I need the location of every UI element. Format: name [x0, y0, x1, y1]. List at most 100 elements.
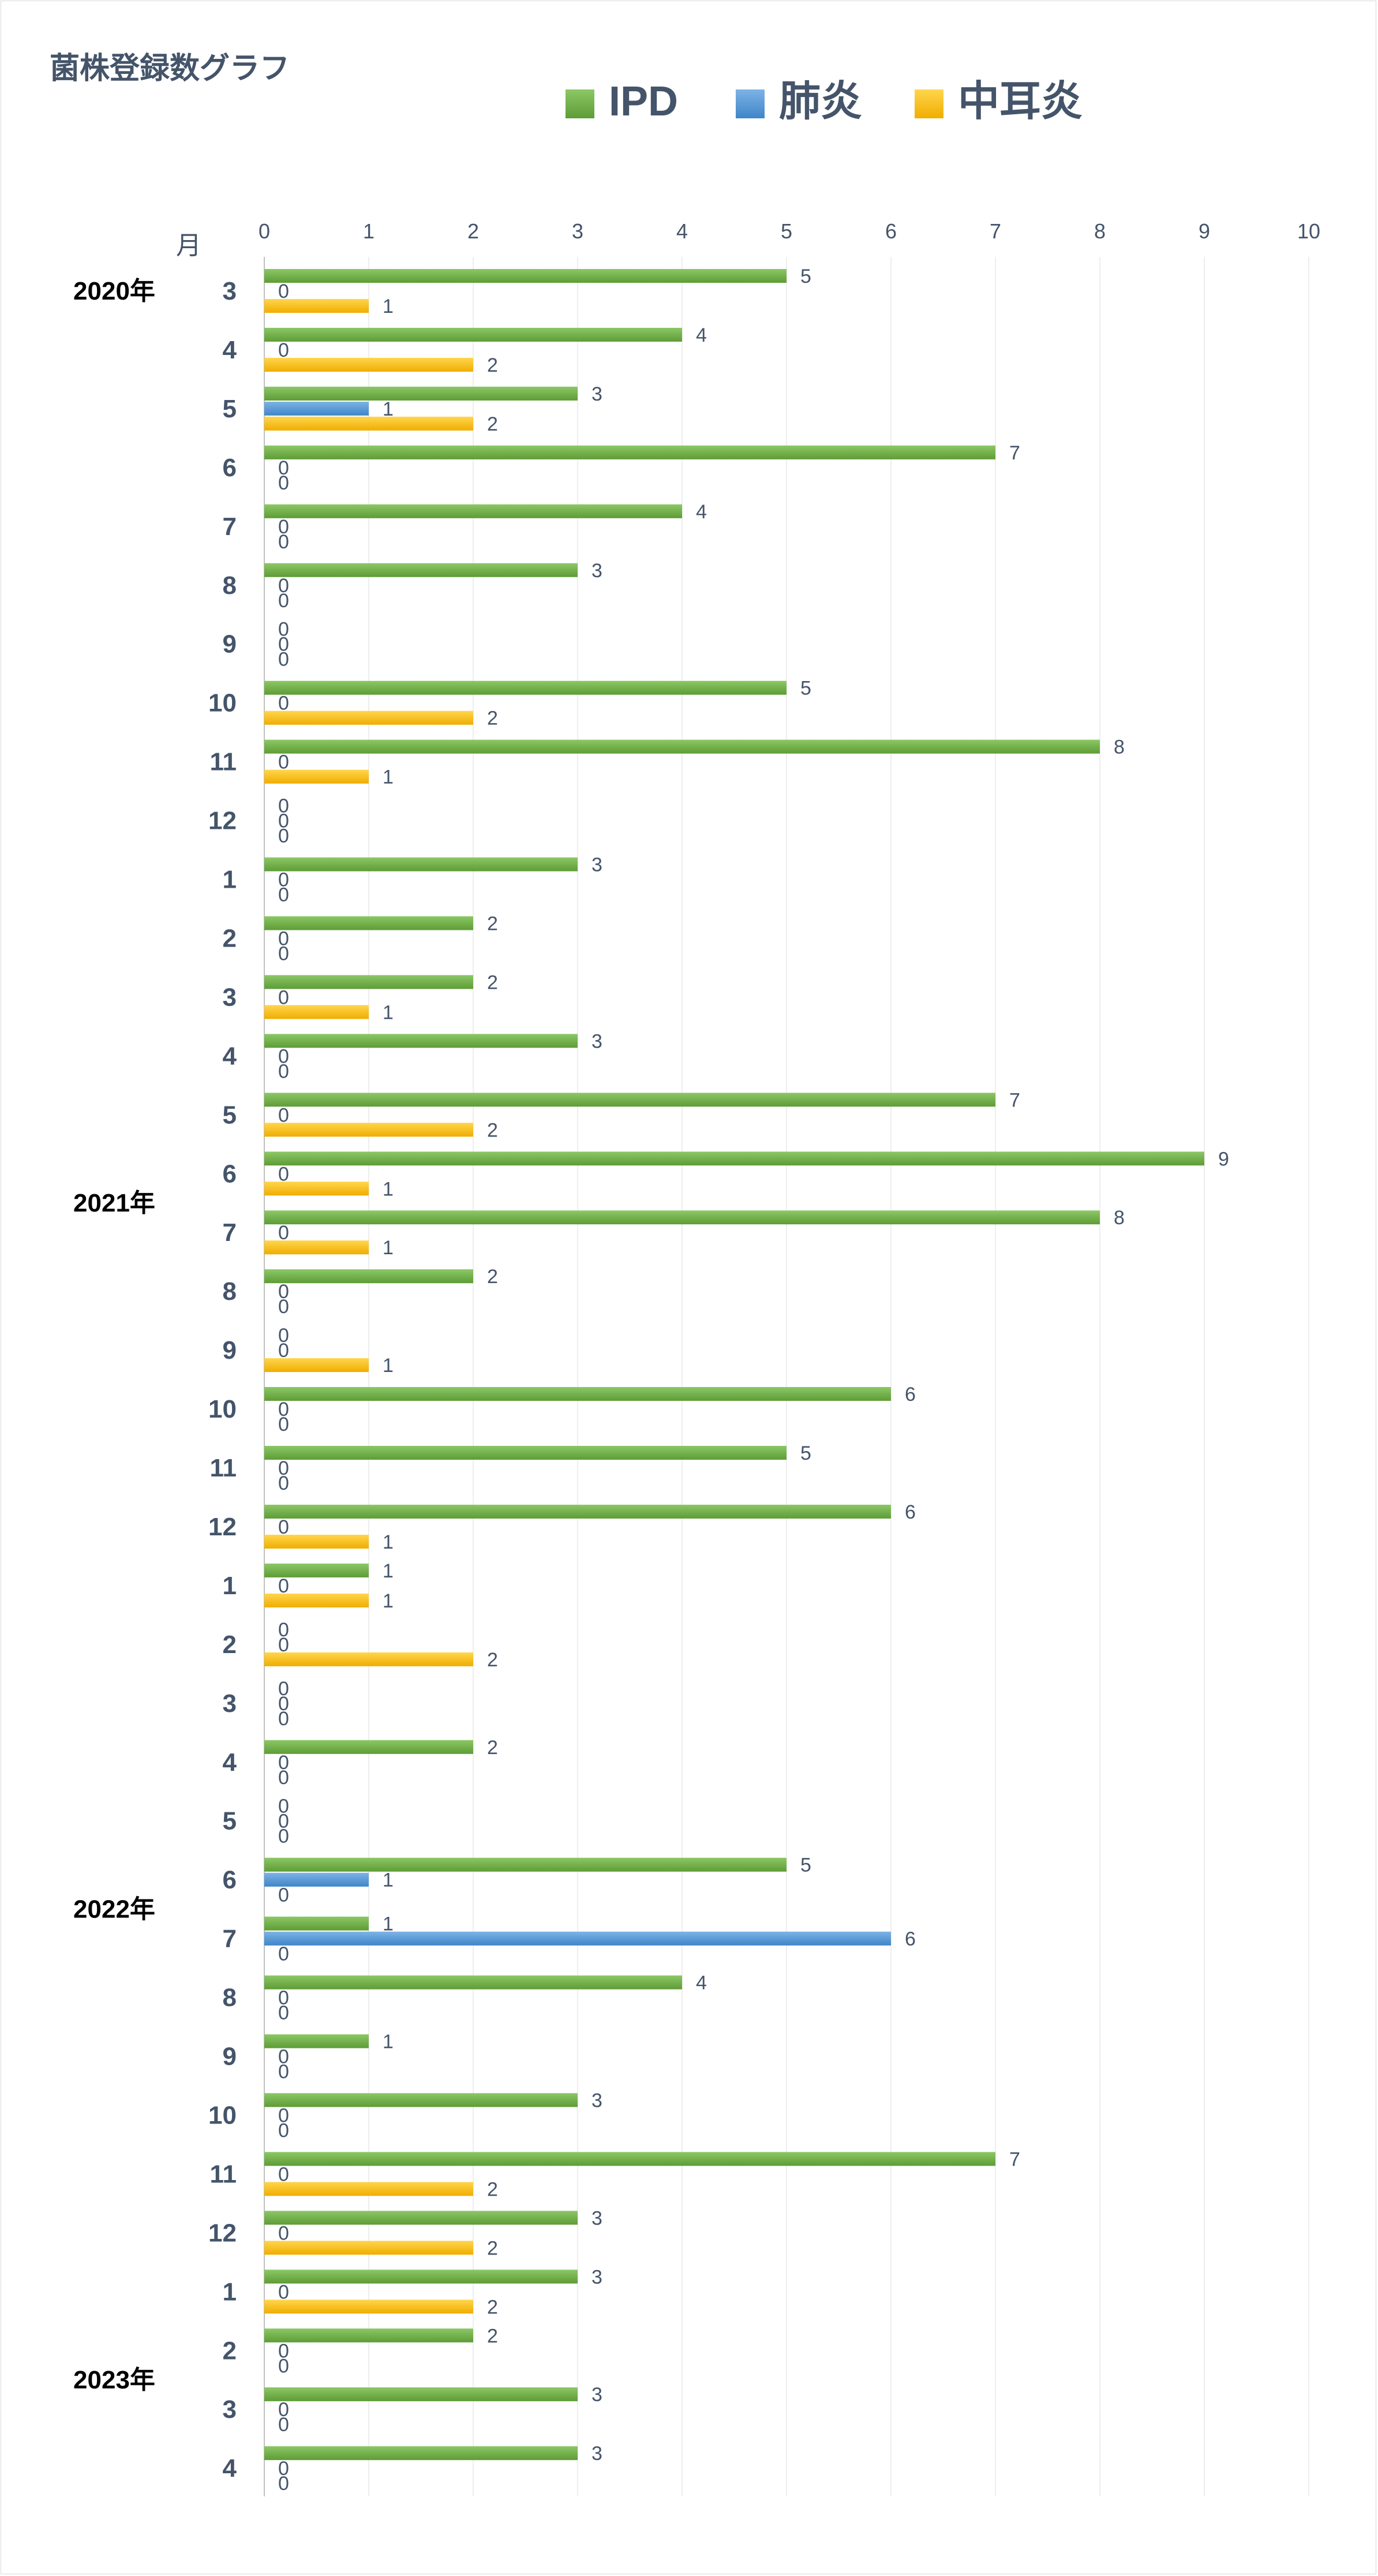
data-label: 0 — [278, 2046, 289, 2068]
data-label: 0 — [278, 2119, 289, 2141]
bar-ipd — [264, 1975, 682, 1990]
data-label: 0 — [278, 2473, 289, 2495]
month-label: 4 — [223, 1748, 237, 1777]
data-label: 0 — [278, 1987, 289, 2009]
data-label: 0 — [278, 1943, 289, 1965]
data-label: 0 — [278, 2281, 289, 2303]
month-label: 12 — [208, 1513, 237, 1541]
x-tick-label: 7 — [990, 219, 1001, 243]
month-label: 2 — [223, 1631, 237, 1659]
data-label: 0 — [278, 472, 289, 494]
bar-ipd — [264, 857, 578, 872]
data-label: 1 — [383, 1178, 394, 1200]
data-label: 0 — [278, 619, 289, 641]
bar-otitis — [264, 711, 473, 725]
month-label: 5 — [223, 1101, 237, 1129]
data-label: 0 — [278, 649, 289, 671]
x-tick-label: 4 — [676, 219, 688, 243]
data-label: 0 — [278, 693, 289, 715]
x-tick-label: 1 — [363, 219, 375, 243]
data-label: 2 — [487, 971, 498, 993]
data-label: 3 — [591, 2207, 602, 2229]
month-label: 5 — [223, 1807, 237, 1835]
data-label: 4 — [696, 501, 707, 523]
data-label: 0 — [278, 2414, 289, 2436]
data-label: 0 — [278, 1752, 289, 1774]
bar-ipd — [264, 327, 682, 342]
data-label: 9 — [1218, 1148, 1229, 1170]
bar-ipd — [264, 1151, 1204, 1166]
legend: IPD 肺炎 中耳炎 — [566, 78, 1083, 125]
data-label: 8 — [1114, 736, 1125, 758]
data-label: 0 — [278, 2340, 289, 2362]
chart-title: 菌株登録数グラフ — [50, 52, 290, 85]
x-tick-label: 8 — [1094, 219, 1106, 243]
month-label: 5 — [223, 395, 237, 423]
data-label: 3 — [591, 2266, 602, 2288]
data-label: 0 — [278, 339, 289, 361]
data-label: 5 — [800, 266, 811, 287]
data-label: 2 — [487, 354, 498, 376]
bar-ipd — [264, 2387, 578, 2402]
x-tick-label: 9 — [1199, 219, 1210, 243]
month-label: 11 — [209, 1454, 237, 1482]
data-label: 1 — [383, 1913, 394, 1935]
x-axis-ticks: 0 1 2 3 4 5 6 7 8 9 10 — [259, 219, 1320, 243]
data-label: 7 — [1009, 2148, 1020, 2170]
data-label: 5 — [800, 1855, 811, 1876]
bar-otitis — [264, 1593, 369, 1607]
bar-ipd — [264, 504, 682, 518]
bar-ipd — [264, 563, 578, 577]
data-label: 0 — [278, 1457, 289, 1479]
month-label: 6 — [223, 1160, 237, 1188]
data-label: 5 — [800, 678, 811, 700]
data-label: 1 — [383, 1560, 394, 1582]
bar-ipd — [264, 2093, 578, 2107]
data-label: 4 — [696, 1972, 707, 1994]
data-label: 7 — [1009, 442, 1020, 464]
bar-ipd — [264, 1740, 473, 1754]
data-label: 0 — [278, 1708, 289, 1730]
x-tick-label: 2 — [467, 219, 479, 243]
data-label: 8 — [1114, 1207, 1125, 1229]
x-tick-label: 6 — [885, 219, 897, 243]
month-label: 4 — [223, 2454, 237, 2482]
data-label: 0 — [278, 1104, 289, 1126]
data-label: 3 — [591, 1030, 602, 1052]
data-label: 0 — [278, 1678, 289, 1700]
month-label: 7 — [223, 1925, 237, 1953]
data-label: 1 — [383, 1590, 394, 1612]
data-label: 3 — [591, 854, 602, 876]
month-label: 1 — [223, 866, 237, 894]
bar-ipd — [264, 2034, 369, 2048]
month-label: 3 — [223, 983, 237, 1011]
month-label: 10 — [208, 1395, 237, 1423]
data-label: 2 — [487, 2296, 498, 2318]
bar-ipd — [264, 2152, 995, 2166]
data-label: 2 — [487, 2325, 498, 2347]
bar-ipd — [264, 1446, 787, 1460]
month-label: 11 — [209, 2160, 237, 2188]
month-label: 1 — [223, 2278, 237, 2306]
bar-ipd — [264, 975, 473, 989]
data-label: 0 — [278, 752, 289, 773]
month-labels: 3456789101112123456789101112123456789101… — [208, 277, 237, 2482]
data-label: 1 — [383, 398, 394, 420]
bar-ipd — [264, 1387, 891, 1401]
data-label: 0 — [278, 2458, 289, 2480]
bar-pneumonia — [264, 401, 369, 416]
data-label: 0 — [278, 1634, 289, 1656]
month-label: 11 — [209, 748, 237, 776]
data-label: 0 — [278, 810, 289, 832]
data-label: 0 — [278, 1826, 289, 1848]
data-label: 0 — [278, 825, 289, 847]
month-label: 10 — [208, 2101, 237, 2129]
bar-otitis — [264, 1182, 369, 1196]
bar-otitis — [264, 1240, 369, 1255]
data-label: 0 — [278, 2163, 289, 2185]
bar-ipd — [264, 386, 578, 401]
data-label: 0 — [278, 531, 289, 553]
gridlines — [264, 257, 1309, 2496]
data-label: 0 — [278, 590, 289, 612]
